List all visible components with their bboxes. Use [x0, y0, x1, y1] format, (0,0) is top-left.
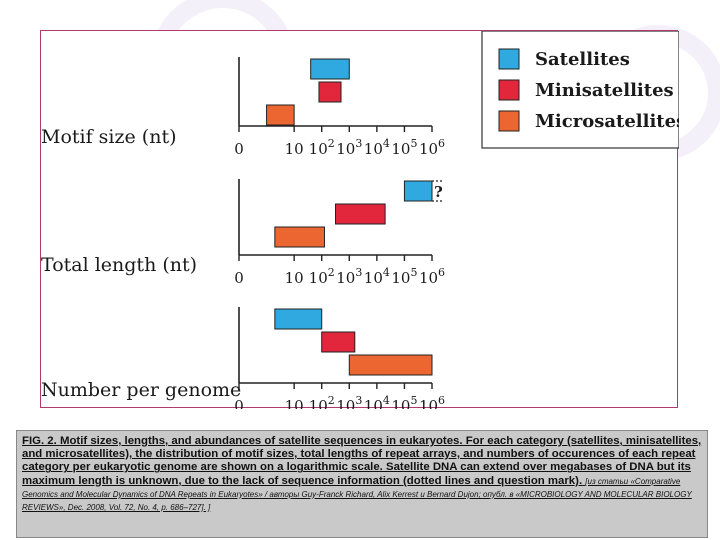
x-tick-label: 105 — [391, 137, 417, 158]
x-tick-label: 0 — [234, 397, 244, 409]
legend: Satellites Minisatellites Microsatellites — [481, 31, 679, 149]
chart-panel: Motif size (nt) 0 10 102 103 104 105 106 — [41, 57, 445, 158]
bar-satellites — [403, 180, 433, 202]
bar-satellites — [310, 58, 350, 80]
legend-swatch — [498, 110, 520, 132]
bar-minisatellites — [318, 81, 342, 103]
x-tick-label: 102 — [309, 137, 335, 158]
bar-minisatellites — [335, 203, 386, 225]
x-tick-label: 0 — [234, 140, 244, 158]
x-tick-label: 106 — [419, 266, 445, 287]
x-tick-label: 102 — [309, 394, 335, 409]
chart-panel: Total length (nt) 0 10 102 103 104 105 106? — [41, 179, 445, 287]
x-tick-label: 103 — [336, 394, 362, 409]
x-tick-label: 104 — [364, 266, 390, 287]
x-tick-label: 104 — [364, 394, 390, 409]
x-tick-label: 105 — [391, 266, 417, 287]
caption-text: FIG. 2. Motif sizes, lengths, and abunda… — [22, 435, 702, 487]
x-tick-label: 10 — [285, 397, 304, 409]
panel-label: Total length (nt) — [41, 254, 197, 276]
figure-caption: FIG. 2. Motif sizes, lengths, and abunda… — [16, 430, 708, 538]
x-tick-label: 0 — [234, 269, 244, 287]
x-tick-label: 106 — [419, 137, 445, 158]
figure-panel: Satellites Minisatellites Microsatellites … — [40, 30, 679, 409]
bar-microsatellites — [348, 354, 433, 376]
x-tick-label: 103 — [336, 266, 362, 287]
legend-label: Satellites — [535, 49, 630, 70]
x-tick-label: 105 — [391, 394, 417, 409]
caption-source: [из статьи «Comparative Genomics and Mol… — [22, 476, 692, 513]
x-tick-label: 106 — [419, 394, 445, 409]
bar-satellites — [274, 308, 323, 330]
legend-swatch — [498, 79, 520, 101]
chart: SatellitesMinisatellitesMicrosatellites … — [41, 31, 679, 409]
legend-swatch — [498, 48, 520, 70]
legend-label: Microsatellites — [535, 111, 679, 132]
panel-label: Number per genome — [41, 379, 241, 401]
question-mark: ? — [434, 183, 443, 201]
bar-microsatellites — [274, 226, 325, 248]
x-tick-label: 104 — [364, 137, 390, 158]
legend-label: Minisatellites — [535, 80, 674, 101]
x-tick-label: 10 — [285, 269, 304, 287]
panel-label: Motif size (nt) — [41, 126, 177, 148]
x-tick-label: 102 — [309, 266, 335, 287]
bar-minisatellites — [321, 331, 356, 353]
bar-microsatellites — [266, 104, 295, 126]
x-tick-label: 10 — [285, 140, 304, 158]
x-tick-label: 103 — [336, 137, 362, 158]
